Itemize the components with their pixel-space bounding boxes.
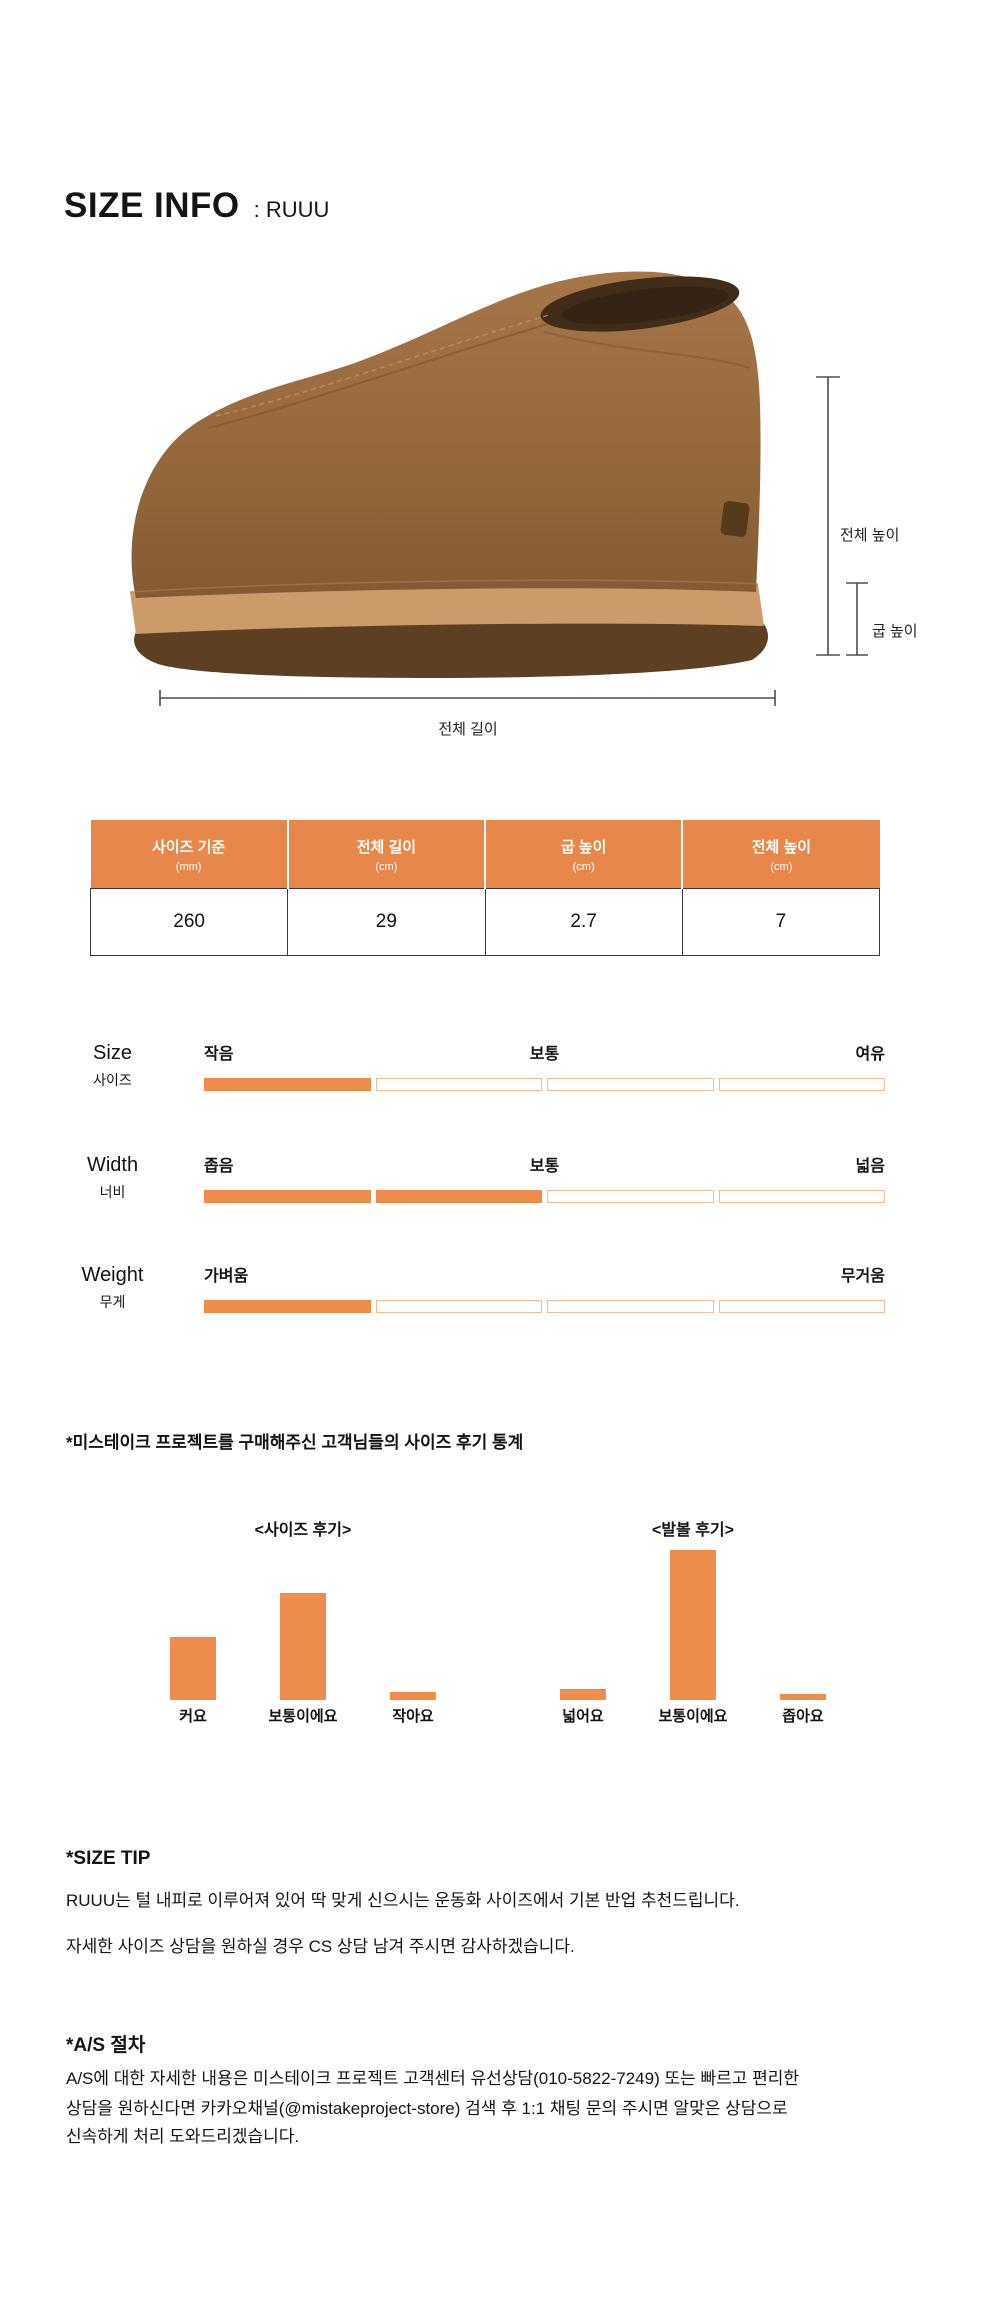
- spec-value-cell: 260: [89, 888, 289, 956]
- spec-column-header: 전체 높이 (cm): [682, 820, 880, 889]
- chart-column: 커요: [138, 1550, 248, 1726]
- gauge-name-ko: 무게: [99, 1294, 126, 1310]
- chart-column: 좁아요: [748, 1550, 858, 1726]
- size-review-chart-title: <사이즈 후기>: [254, 1522, 352, 1539]
- as-heading: *A/S 절차: [66, 2035, 146, 2056]
- gauge-label-center: 보통: [529, 1158, 560, 1175]
- gauge-name: Size 사이즈: [50, 1042, 175, 1090]
- chart-bar: [780, 1694, 826, 1700]
- as-line: 신속하게 처리 도와드리겠습니다.: [66, 2127, 300, 2146]
- gauge-label-left: 가벼움: [204, 1268, 249, 1285]
- heel-height-label: 굽 높이: [872, 623, 918, 640]
- gauge-bar: [204, 1190, 885, 1203]
- chart-bar-area: [780, 1550, 826, 1700]
- gauge-row-size: Size 사이즈 작음 보통 여유: [0, 1040, 1000, 1096]
- review-chart: 넓어요 보통이에요 좁아요: [528, 1550, 858, 1726]
- gauge-name-en: Weight: [81, 1264, 144, 1286]
- gauge-segment-empty: [718, 1300, 885, 1313]
- chart-category-label: 작아요: [392, 1708, 434, 1725]
- spec-value-cell: 2.7: [484, 888, 683, 956]
- gauge-bar: [204, 1300, 885, 1313]
- chart-category-label: 좁아요: [782, 1708, 824, 1725]
- chart-bar-area: [670, 1550, 716, 1700]
- gauge-bar: [204, 1078, 885, 1091]
- chart-category-label: 커요: [179, 1708, 207, 1725]
- gauge-name-ko: 너비: [99, 1184, 126, 1200]
- chart-category-label: 보통이에요: [268, 1708, 338, 1725]
- gauge-scale-labels: 가벼움 무거움: [204, 1262, 885, 1285]
- chart-category-label: 넓어요: [562, 1708, 604, 1725]
- gauge-name-en: Width: [86, 1154, 139, 1176]
- chart-bar: [170, 1637, 216, 1700]
- gauge-name: Width 너비: [50, 1154, 175, 1202]
- page-title-main: SIZE INFO: [64, 186, 240, 225]
- gauge-segment-empty: [375, 1300, 542, 1313]
- size-spec-table: 사이즈 기준 (mm) 전체 길이 (cm) 굽 높이 (cm) 전체 높이 (cm) 260…: [89, 820, 881, 956]
- gauge-segment-empty: [547, 1300, 714, 1313]
- total-length-label: 전체 길이: [438, 721, 497, 738]
- chart-bar-area: [170, 1550, 216, 1700]
- gauge-name-en: Size: [93, 1042, 132, 1064]
- chart-bar-area: [280, 1550, 326, 1700]
- gauge-label-left: 작음: [204, 1046, 234, 1063]
- chart-category-label: 보통이에요: [658, 1708, 728, 1725]
- size-tip-heading: *SIZE TIP: [66, 1848, 151, 1869]
- heel-patch: [720, 501, 750, 537]
- as-line: 상담을 원하신다면 카카오채널(@mistakeproject-store) 검…: [66, 2099, 788, 2118]
- review-chart: 커요 보통이에요 작아요: [138, 1550, 468, 1726]
- spec-value-cell: 29: [287, 888, 486, 956]
- gauge-label-left: 좁음: [204, 1158, 234, 1175]
- gauge-segment-empty: [718, 1078, 885, 1091]
- gauge-scale-labels: 좁음 보통 넓음: [204, 1152, 885, 1175]
- gauge-segment-empty: [547, 1190, 714, 1203]
- shoe-collar-opening: [540, 276, 740, 332]
- gauge-segment-filled: [375, 1190, 542, 1203]
- gauge-label-center: 보통: [529, 1046, 560, 1063]
- review-stats-heading: *미스테이크 프로젝트를 구매해주신 고객님들의 사이즈 후기 통계: [66, 1433, 524, 1452]
- spec-column-header: 전체 길이 (cm): [287, 820, 487, 889]
- spec-column-header: 사이즈 기준 (mm): [90, 820, 289, 889]
- spec-table-head-row: 사이즈 기준 (mm) 전체 길이 (cm) 굽 높이 (cm) 전체 높이 (cm): [90, 820, 880, 889]
- gauge-row-weight: Weight 무게 가벼움 무거움: [0, 1262, 1000, 1318]
- total-height-label: 전체 높이: [840, 527, 899, 544]
- gauge-segment-filled: [204, 1300, 371, 1313]
- spec-value-cell: 7: [681, 888, 881, 956]
- gauge-name: Weight 무게: [50, 1264, 175, 1312]
- chart-bar-area: [560, 1550, 606, 1700]
- chart-column: 보통이에요: [248, 1550, 358, 1726]
- chart-bar: [560, 1689, 606, 1700]
- as-line: A/S에 대한 자세한 내용은 미스테이크 프로젝트 고객센터 유선상담(010…: [66, 2069, 800, 2088]
- gauge-row-width: Width 너비 좁음 보통 넓음: [0, 1152, 1000, 1208]
- gauge-segment-empty: [718, 1190, 885, 1203]
- shoe-photo: [129, 271, 769, 678]
- gauge-segment-filled: [204, 1078, 371, 1091]
- size-tip-line: 자세한 사이즈 상담을 원하실 경우 CS 상담 남겨 주시면 감사하겠습니다.: [66, 1937, 575, 1956]
- spec-table-value-row: 260 29 2.7 7: [89, 888, 881, 956]
- gauge-segment-filled: [204, 1190, 371, 1203]
- gauge-scale-labels: 작음 보통 여유: [204, 1040, 885, 1063]
- chart-bar: [670, 1550, 716, 1700]
- page-title: SIZE INFO : RUUU: [64, 186, 329, 226]
- spec-column-header: 굽 높이 (cm): [485, 820, 684, 889]
- measurement-lines: [159, 376, 868, 706]
- gauge-segment-empty: [375, 1078, 542, 1091]
- chart-bar: [280, 1593, 326, 1700]
- chart-column: 작아요: [358, 1550, 468, 1726]
- chart-column: 보통이에요: [638, 1550, 748, 1726]
- gauge-label-right: 무거움: [840, 1268, 885, 1285]
- gauge-label-right: 넓음: [855, 1158, 885, 1175]
- gauge-name-ko: 사이즈: [93, 1072, 132, 1088]
- chart-column: 넓어요: [528, 1550, 638, 1726]
- chart-bar-area: [390, 1550, 436, 1700]
- gauge-segment-empty: [547, 1078, 714, 1091]
- chart-bar: [390, 1692, 436, 1700]
- shoe-measurement-figure: 전체 높이 굽 높이 전체 길이: [129, 271, 918, 738]
- size-tip-line: RUUU는 털 내피로 이루어져 있어 딱 맞게 신으시는 운동화 사이즈에서 …: [66, 1891, 740, 1910]
- page-title-product: : RUUU: [253, 197, 330, 222]
- gauge-label-right: 여유: [855, 1046, 885, 1063]
- width-review-chart-title: <발볼 후기>: [651, 1522, 734, 1539]
